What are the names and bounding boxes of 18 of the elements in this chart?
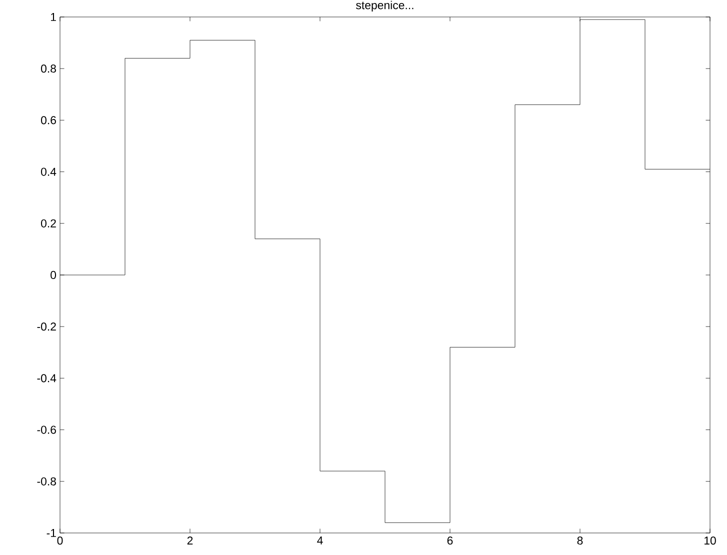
y-tick-label: 0.6 <box>41 116 56 124</box>
y-tick-label: -0.8 <box>37 477 56 486</box>
x-tick-label: 0 <box>57 536 63 545</box>
y-tick-label: 0.4 <box>41 168 56 176</box>
x-tick-label: 8 <box>577 536 583 545</box>
x-tick-label: 4 <box>317 536 323 544</box>
y-tick-label: -0.2 <box>37 322 56 331</box>
y-tick-label: -0.4 <box>37 374 56 382</box>
y-tick-label: -1 <box>46 529 56 537</box>
x-tick-label: 10 <box>704 536 716 545</box>
y-tick-label: 0.2 <box>41 219 56 228</box>
chart-title: stepenice... <box>356 0 414 12</box>
x-tick-label: 6 <box>447 536 453 545</box>
y-tick-label: 0.8 <box>41 64 56 73</box>
y-tick-label: -0.6 <box>37 426 56 434</box>
y-tick-label: 1 <box>50 13 56 21</box>
x-tick-label: 2 <box>187 536 193 545</box>
y-tick-label: 0 <box>50 270 56 280</box>
